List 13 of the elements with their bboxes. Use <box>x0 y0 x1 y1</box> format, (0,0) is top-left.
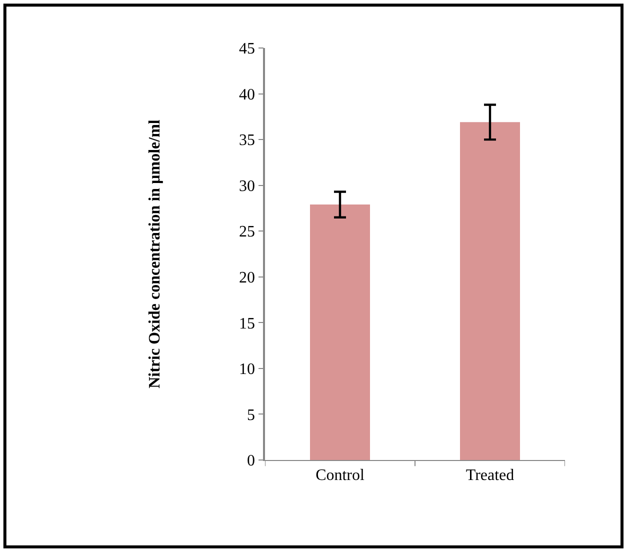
y-tick-label: 40 <box>239 86 256 104</box>
y-axis-title: Nitric Oxide concentration in µmole/ml <box>146 119 164 388</box>
y-tick-label: 0 <box>247 452 256 470</box>
y-tick-label: 5 <box>247 406 256 424</box>
x-tick-label: Treated <box>466 467 514 484</box>
y-tick-label: 30 <box>239 178 256 195</box>
y-tick-label: 10 <box>239 361 256 378</box>
x-tick-label: Control <box>316 467 365 484</box>
y-tick-label: 35 <box>239 132 256 150</box>
y-tick-label: 25 <box>239 224 256 241</box>
y-tick-label: 20 <box>239 269 256 286</box>
y-tick-label: 45 <box>239 40 256 58</box>
y-tick-label: 15 <box>239 315 256 332</box>
